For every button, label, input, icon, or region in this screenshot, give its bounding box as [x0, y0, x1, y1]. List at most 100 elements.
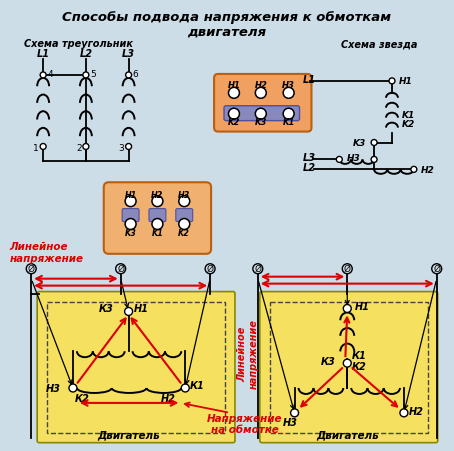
Circle shape	[152, 196, 163, 207]
Text: L3: L3	[122, 49, 135, 59]
Circle shape	[126, 73, 132, 79]
Circle shape	[411, 167, 417, 173]
FancyBboxPatch shape	[37, 292, 235, 443]
Text: Линейное
напряжение: Линейное напряжение	[10, 241, 84, 263]
Circle shape	[228, 88, 239, 99]
FancyBboxPatch shape	[214, 75, 311, 132]
Text: 4: 4	[47, 70, 53, 79]
Circle shape	[152, 219, 163, 230]
Text: 1: 1	[33, 144, 39, 152]
Circle shape	[69, 384, 77, 392]
Text: Н1: Н1	[355, 302, 370, 312]
Circle shape	[371, 157, 377, 163]
Text: Ø: Ø	[28, 265, 35, 274]
Circle shape	[228, 109, 239, 120]
Circle shape	[40, 144, 46, 150]
Circle shape	[126, 144, 132, 150]
Text: K3: K3	[255, 118, 267, 127]
Circle shape	[125, 196, 136, 207]
Text: L1: L1	[37, 49, 49, 59]
Text: К1: К1	[190, 380, 205, 390]
Text: Напряжение
на обмотке: Напряжение на обмотке	[207, 413, 283, 434]
Text: Н3: Н3	[283, 417, 298, 427]
Text: L3: L3	[302, 153, 316, 163]
Circle shape	[343, 359, 351, 367]
Text: K2: K2	[228, 118, 240, 127]
FancyBboxPatch shape	[260, 292, 438, 443]
Circle shape	[342, 264, 352, 274]
Circle shape	[283, 109, 294, 120]
Circle shape	[179, 219, 190, 230]
Circle shape	[432, 264, 442, 274]
Text: K3: K3	[353, 139, 366, 147]
FancyBboxPatch shape	[149, 209, 166, 222]
Text: Н1: Н1	[133, 304, 148, 314]
Text: К2: К2	[75, 393, 90, 403]
Text: 6: 6	[133, 70, 138, 79]
FancyBboxPatch shape	[104, 183, 211, 254]
Circle shape	[371, 140, 377, 146]
Text: Ø: Ø	[344, 265, 351, 274]
Circle shape	[255, 109, 266, 120]
Text: K1: K1	[402, 111, 415, 120]
Circle shape	[291, 409, 299, 417]
Circle shape	[181, 384, 189, 392]
Text: H2: H2	[421, 166, 434, 175]
Text: К3: К3	[321, 356, 336, 366]
Circle shape	[83, 73, 89, 79]
Text: Двигатель: Двигатель	[316, 430, 379, 440]
Text: L2: L2	[302, 163, 316, 173]
Text: К3: К3	[99, 304, 114, 314]
Text: H2: H2	[151, 190, 163, 199]
Circle shape	[179, 196, 190, 207]
Text: Ø: Ø	[254, 265, 262, 274]
Text: H3: H3	[347, 154, 361, 162]
Text: K1: K1	[282, 118, 295, 127]
FancyBboxPatch shape	[224, 106, 300, 121]
Text: 2: 2	[76, 144, 82, 152]
Circle shape	[40, 73, 46, 79]
Text: L1: L1	[302, 75, 316, 85]
Text: 5: 5	[90, 70, 96, 79]
Text: L2: L2	[79, 49, 92, 59]
Circle shape	[400, 409, 408, 417]
Text: K2: K2	[402, 120, 415, 129]
Text: Н2: Н2	[160, 393, 175, 403]
Text: двигателя: двигателя	[188, 25, 266, 38]
Circle shape	[343, 305, 351, 313]
Text: К2: К2	[352, 361, 367, 371]
Text: Способы подвода напряжения к обмоткам: Способы подвода напряжения к обмоткам	[63, 11, 391, 24]
Circle shape	[83, 144, 89, 150]
Circle shape	[389, 79, 395, 85]
Circle shape	[125, 219, 136, 230]
Text: Ø: Ø	[117, 265, 124, 274]
Text: K2: K2	[178, 229, 190, 238]
Circle shape	[336, 157, 342, 163]
Text: H1: H1	[399, 77, 413, 86]
Text: H1: H1	[227, 81, 241, 90]
Text: Двигатель: Двигатель	[97, 430, 160, 440]
Circle shape	[116, 264, 126, 274]
Circle shape	[253, 264, 263, 274]
Circle shape	[255, 88, 266, 99]
Text: H2: H2	[254, 81, 267, 90]
Text: 3: 3	[119, 144, 124, 152]
Text: Н3: Н3	[46, 383, 61, 393]
Text: Н2: Н2	[409, 406, 424, 416]
Circle shape	[205, 264, 215, 274]
FancyBboxPatch shape	[176, 209, 192, 222]
FancyBboxPatch shape	[122, 209, 139, 222]
Text: K3: K3	[125, 229, 137, 238]
Circle shape	[26, 264, 36, 274]
Text: Ø: Ø	[433, 265, 440, 274]
Text: K1: K1	[152, 229, 163, 238]
Text: Ø: Ø	[207, 265, 213, 274]
Text: H1: H1	[124, 190, 137, 199]
Circle shape	[283, 88, 294, 99]
Text: H3: H3	[178, 190, 190, 199]
Circle shape	[125, 308, 133, 316]
Text: Схема треугольник: Схема треугольник	[25, 39, 133, 49]
Text: H3: H3	[282, 81, 295, 90]
Text: Схема звезда: Схема звезда	[341, 39, 417, 49]
Text: Линейное
напряжение: Линейное напряжение	[237, 318, 259, 388]
